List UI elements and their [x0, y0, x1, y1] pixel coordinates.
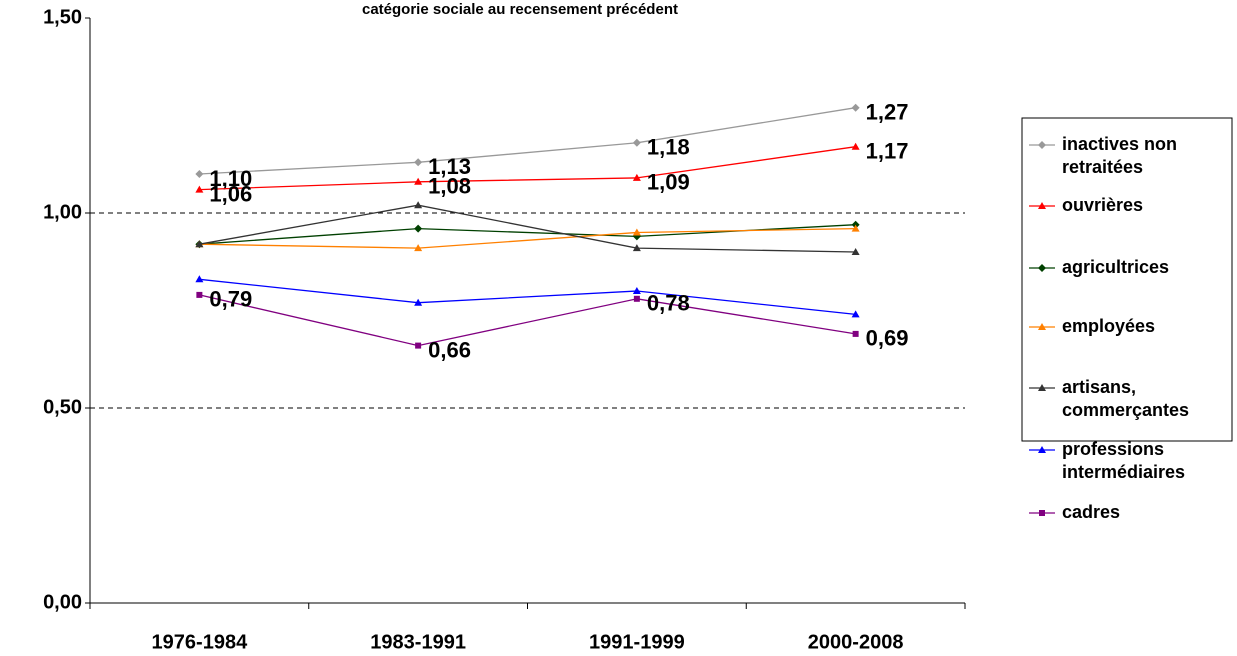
x-tick-label: 2000-2008	[808, 631, 904, 653]
marker	[632, 173, 641, 181]
x-tick-label: 1983-1991	[370, 631, 466, 653]
marker	[851, 224, 860, 232]
legend	[1021, 117, 1233, 442]
marker	[851, 103, 860, 112]
legend-marker	[1038, 323, 1046, 330]
legend-label-line: ouvrières	[1062, 195, 1143, 215]
marker	[851, 248, 860, 255]
marker	[415, 342, 422, 349]
series-line	[199, 227, 856, 249]
series-line	[199, 224, 856, 245]
legend-label: ouvrières	[1062, 195, 1143, 215]
legend-label-line: professions	[1062, 439, 1164, 459]
legend-marker	[1038, 202, 1046, 209]
marker	[851, 310, 860, 318]
legend-label: artisans, commerçantes	[1062, 377, 1189, 420]
marker	[195, 275, 204, 283]
data-label: 1,06	[209, 181, 252, 206]
marker	[414, 177, 423, 185]
data-label: 0,66	[428, 337, 471, 362]
series-line	[199, 107, 856, 175]
marker	[632, 287, 641, 294]
series-line	[199, 278, 856, 316]
marker	[414, 224, 423, 233]
legend-label-line: commerçantes	[1062, 400, 1189, 420]
marker	[632, 244, 641, 252]
legend-label-line: artisans,	[1062, 377, 1136, 397]
marker	[632, 228, 641, 236]
data-label: 1,09	[647, 170, 690, 195]
legend-label-line: cadres	[1062, 502, 1120, 522]
x-tick-label: 1976-1984	[152, 631, 249, 653]
marker	[196, 291, 203, 298]
marker	[633, 295, 640, 302]
legend-marker	[1039, 510, 1045, 516]
series-line	[199, 146, 856, 191]
y-tick-label: 0,00	[43, 591, 82, 613]
legend-label: agricultrices	[1062, 257, 1169, 277]
legend-marker	[1038, 141, 1046, 149]
marker	[632, 138, 641, 147]
legend-marker	[1038, 446, 1046, 453]
data-label: 0,79	[209, 287, 252, 312]
legend-marker	[1038, 264, 1046, 272]
y-tick-label: 0,50	[43, 396, 82, 418]
data-label: 1,13	[428, 154, 471, 179]
legend-label-line: inactives non	[1062, 134, 1177, 154]
series-line	[199, 294, 856, 347]
legend-label: professions intermédiaires	[1062, 439, 1185, 482]
y-tick-label: 1,00	[43, 201, 82, 223]
legend-label: employées	[1062, 316, 1155, 336]
marker	[852, 330, 859, 337]
marker	[414, 244, 423, 252]
y-tick-label: 1,50	[43, 6, 82, 28]
legend-label-line: intermédiaires	[1062, 462, 1185, 482]
legend-label-line: retraitées	[1062, 157, 1143, 177]
data-label: 1,17	[866, 139, 909, 164]
marker	[414, 201, 423, 209]
series-line	[199, 204, 856, 253]
data-label: 1,10	[209, 166, 252, 191]
legend-marker	[1038, 384, 1046, 391]
marker	[195, 185, 204, 193]
marker	[851, 142, 860, 150]
data-label: 1,18	[647, 135, 690, 160]
x-tick-label: 1991-1999	[589, 631, 685, 653]
data-label: 0,69	[866, 326, 909, 351]
marker	[195, 170, 204, 178]
marker	[414, 158, 423, 167]
marker	[414, 298, 423, 306]
legend-label: cadres	[1062, 502, 1120, 522]
chart-title: catégorie sociale au recensement précéde…	[362, 1, 678, 18]
marker	[195, 240, 204, 248]
legend-label-line: agricultrices	[1062, 257, 1169, 277]
data-label: 1,27	[866, 100, 909, 125]
legend-label-line: employées	[1062, 316, 1155, 336]
data-label: 0,78	[647, 291, 690, 316]
data-label: 1,08	[428, 174, 471, 199]
legend-label: inactives non retraitées	[1062, 134, 1177, 177]
